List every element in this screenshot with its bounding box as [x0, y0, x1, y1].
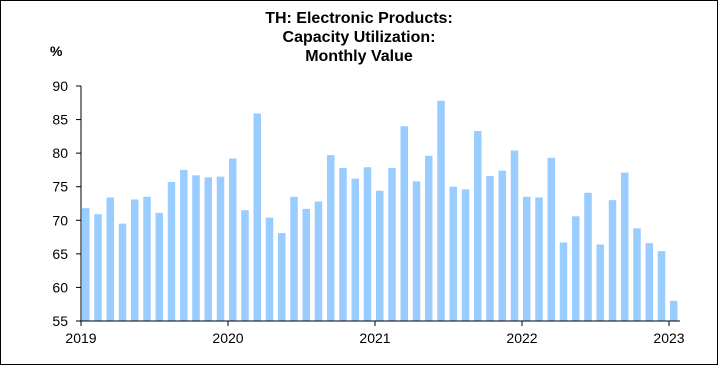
y-tick-label-60: 60	[52, 279, 68, 295]
bar-31	[461, 189, 470, 321]
chart-title-line-1: TH: Electronic Products:	[265, 10, 453, 27]
bar-43	[608, 200, 617, 321]
bar-20	[327, 155, 335, 321]
chart-title-line-3: Monthly Value	[305, 48, 413, 65]
bar-32	[474, 130, 482, 321]
bar-41	[584, 192, 592, 321]
bar-26	[400, 126, 408, 321]
bar-6	[155, 212, 163, 321]
bar-2	[106, 197, 114, 321]
bar-45	[633, 228, 641, 321]
x-tick-label-2023: 2023	[653, 330, 684, 346]
bar-28	[425, 155, 433, 321]
bar-37	[535, 197, 543, 321]
y-tick-label-90: 90	[52, 78, 68, 94]
bar-15	[265, 217, 274, 321]
bar-3	[118, 223, 127, 321]
bar-13	[241, 210, 249, 321]
y-tick-label-75: 75	[52, 179, 68, 195]
bar-38	[547, 157, 555, 321]
bars-layer	[82, 100, 678, 322]
bar-27	[412, 181, 421, 321]
y-tick-label-80: 80	[52, 145, 68, 161]
x-tick-label-2019: 2019	[65, 330, 96, 346]
bar-16	[278, 233, 286, 321]
x-tick-label-2020: 2020	[212, 330, 243, 346]
bar-7	[167, 182, 176, 321]
bar-10	[204, 177, 212, 321]
bar-25	[388, 167, 396, 321]
bar-24	[376, 190, 384, 321]
bar-17	[290, 196, 298, 321]
bar-11	[216, 176, 225, 321]
chart-title-line-2: Capacity Utilization:	[282, 29, 436, 46]
bar-23	[363, 167, 372, 321]
y-tick-label-55: 55	[52, 313, 68, 329]
bar-9	[192, 175, 200, 321]
bar-29	[437, 100, 445, 322]
bar-14	[253, 113, 261, 321]
bar-44	[621, 172, 629, 321]
x-tick-label-2022: 2022	[506, 330, 537, 346]
bar-42	[596, 244, 604, 321]
bar-36	[523, 196, 531, 321]
y-axis-unit-label: %	[50, 43, 63, 59]
bar-33	[486, 175, 494, 321]
bar-4	[131, 199, 139, 321]
axes-layer: 55 60 65 70 75 80 85 90 2019 2020 2021 2022 2023	[52, 78, 684, 346]
bar-22	[351, 178, 359, 321]
bar-0	[82, 208, 90, 321]
bar-19	[314, 201, 323, 321]
bar-21	[339, 167, 347, 321]
bar-34	[498, 170, 506, 321]
bar-5	[143, 196, 151, 321]
bar-8	[180, 169, 188, 321]
bar-1	[94, 214, 102, 321]
y-tick-label-70: 70	[52, 212, 68, 228]
y-tick-label-65: 65	[52, 246, 68, 262]
bar-47	[657, 251, 666, 321]
bar-12	[229, 158, 237, 321]
bar-46	[645, 243, 653, 321]
bar-35	[510, 150, 519, 321]
bar-48	[670, 300, 678, 321]
bar-39	[559, 242, 568, 321]
x-tick-label-2021: 2021	[359, 330, 390, 346]
bar-40	[572, 216, 580, 321]
bar-30	[449, 186, 457, 321]
bar-18	[302, 208, 310, 321]
y-tick-label-85: 85	[52, 112, 68, 128]
